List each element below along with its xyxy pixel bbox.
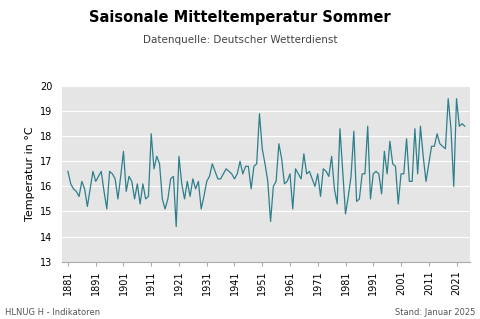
Y-axis label: Temperatur in °C: Temperatur in °C bbox=[25, 127, 35, 221]
Text: HLNUG H - Indikatoren: HLNUG H - Indikatoren bbox=[5, 308, 100, 317]
Text: Datenquelle: Deutscher Wetterdienst: Datenquelle: Deutscher Wetterdienst bbox=[143, 35, 337, 45]
Text: Stand: Januar 2025: Stand: Januar 2025 bbox=[395, 308, 475, 317]
Text: Saisonale Mitteltemperatur Sommer: Saisonale Mitteltemperatur Sommer bbox=[89, 10, 391, 25]
